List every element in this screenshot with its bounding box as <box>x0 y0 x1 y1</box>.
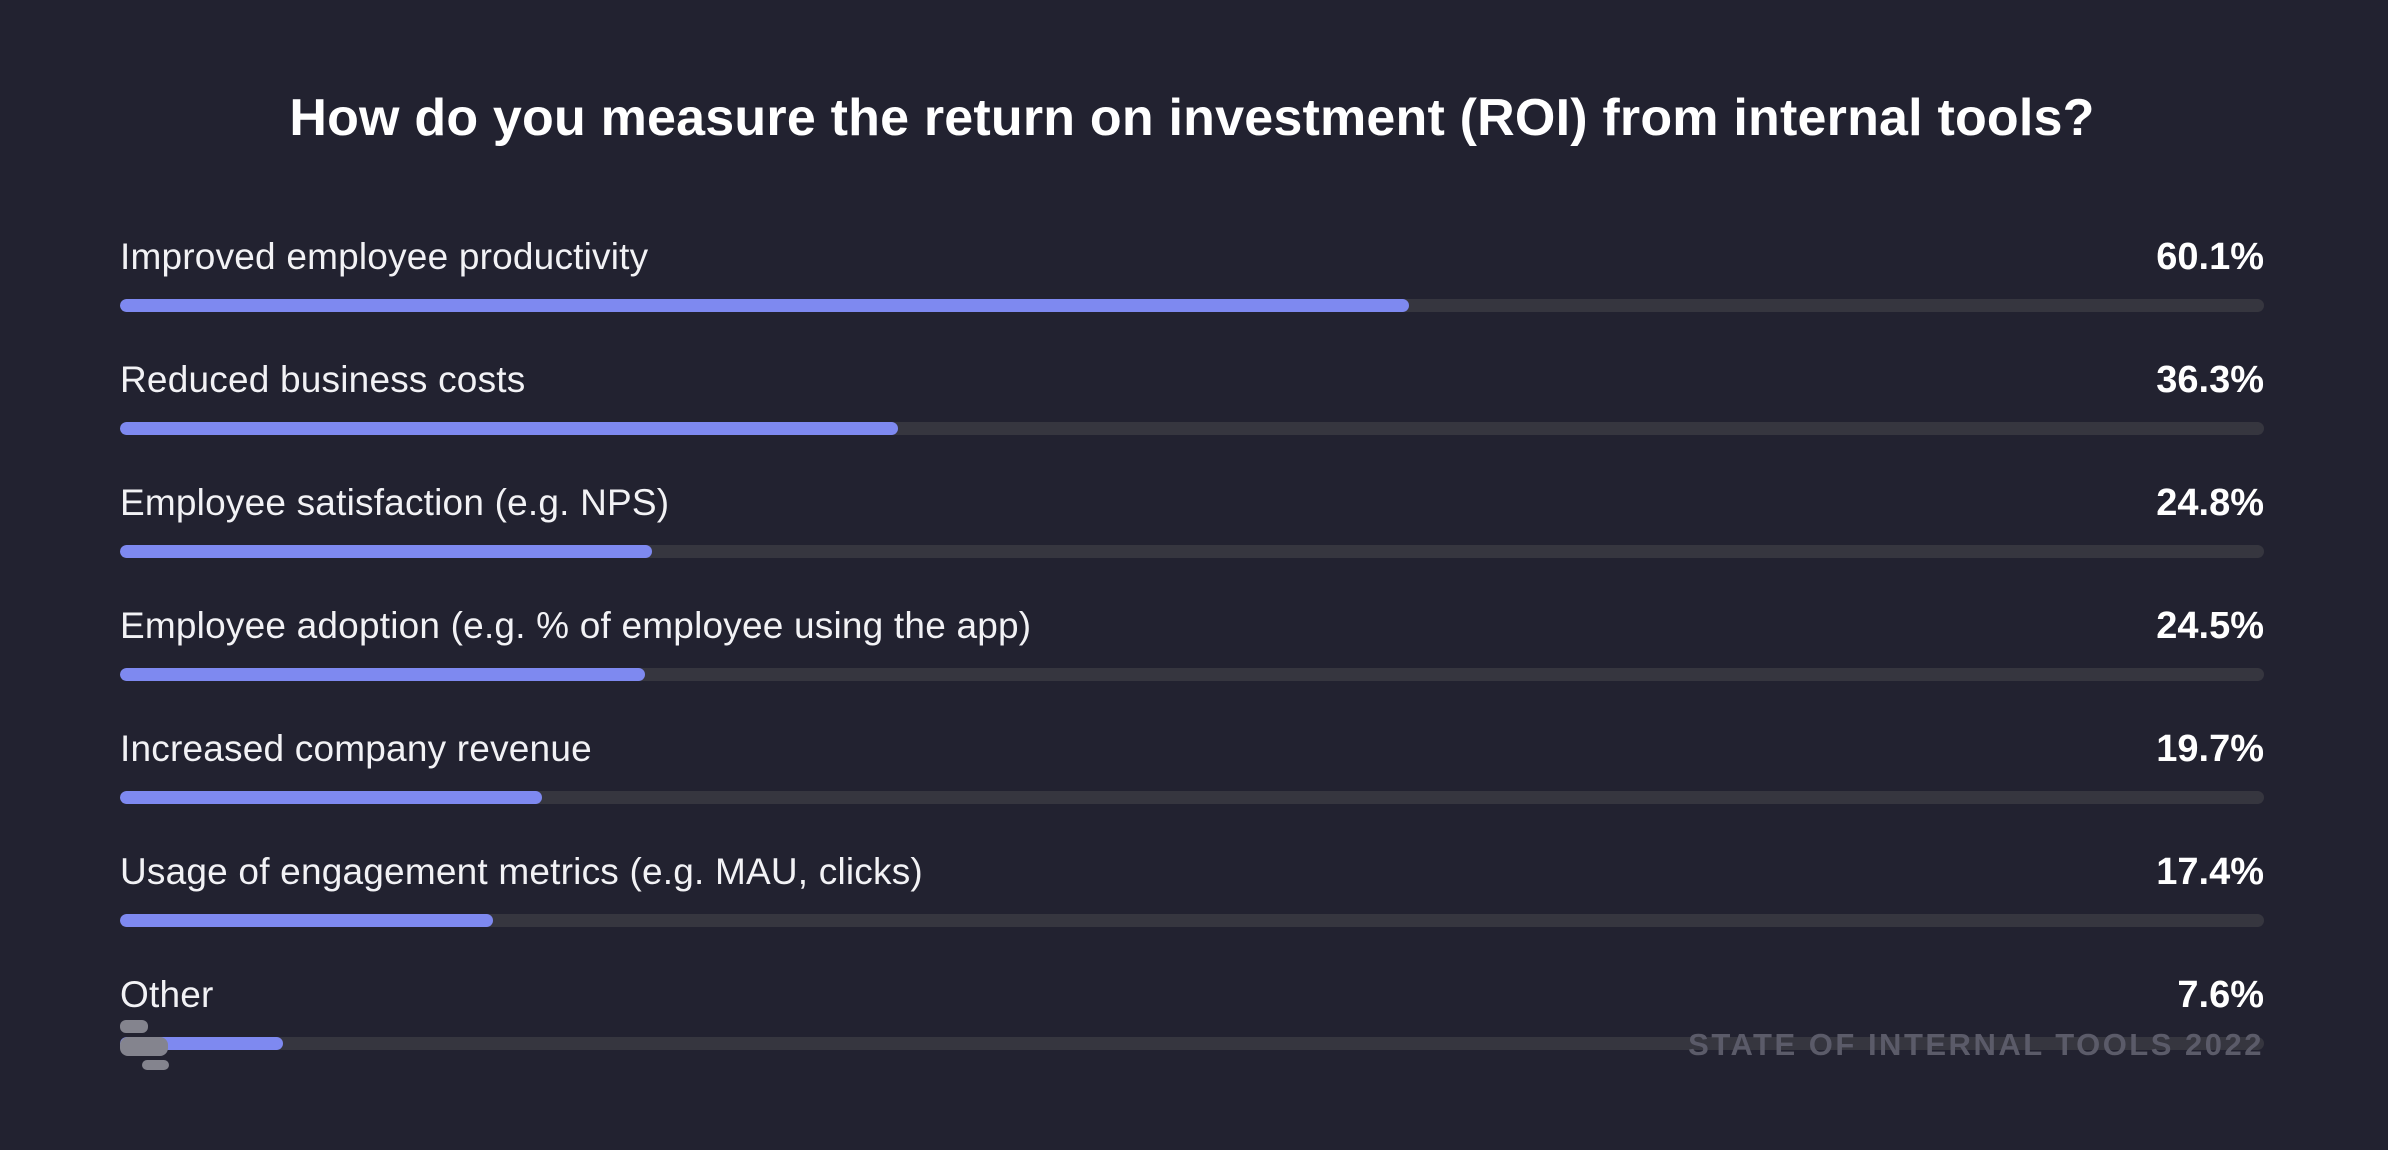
retool-logo-icon <box>120 1020 170 1070</box>
bar-value: 24.8% <box>2156 482 2264 524</box>
bar-track <box>120 422 2264 435</box>
bar-label: Usage of engagement metrics (e.g. MAU, c… <box>120 851 923 892</box>
bar-fill <box>120 299 1409 312</box>
logo-block-bottom <box>142 1060 169 1070</box>
bar-label: Improved employee productivity <box>120 236 649 277</box>
bar-row: Employee satisfaction (e.g. NPS) 24.8% <box>120 482 2264 558</box>
bar-chart: Improved employee productivity 60.1% Reduc… <box>120 236 2264 1050</box>
bar-label: Other <box>120 974 214 1015</box>
bar-row: Reduced business costs 36.3% <box>120 359 2264 435</box>
bar-row: Increased company revenue 19.7% <box>120 728 2264 804</box>
bar-track <box>120 668 2264 681</box>
bar-track <box>120 914 2264 927</box>
bar-track <box>120 545 2264 558</box>
bar-label: Reduced business costs <box>120 359 526 400</box>
bar-row: Usage of engagement metrics (e.g. MAU, c… <box>120 851 2264 927</box>
bar-row: Improved employee productivity 60.1% <box>120 236 2264 312</box>
bar-track <box>120 299 2264 312</box>
bar-label: Increased company revenue <box>120 728 592 769</box>
bar-fill <box>120 422 899 435</box>
bar-value: 24.5% <box>2156 605 2264 647</box>
bar-value: 36.3% <box>2156 359 2264 401</box>
bar-fill <box>120 545 652 558</box>
footer: STATE OF INTERNAL TOOLS 2022 <box>120 1020 2264 1070</box>
source-label: STATE OF INTERNAL TOOLS 2022 <box>1688 1027 2264 1062</box>
bar-track <box>120 791 2264 804</box>
bar-value: 60.1% <box>2156 236 2264 278</box>
bar-value: 17.4% <box>2156 851 2264 893</box>
logo-block-middle <box>120 1037 168 1056</box>
bar-label: Employee adoption (e.g. % of employee us… <box>120 605 1032 646</box>
bar-label: Employee satisfaction (e.g. NPS) <box>120 482 670 523</box>
bar-value: 7.6% <box>2177 974 2264 1016</box>
logo-block-top <box>120 1020 148 1033</box>
bar-fill <box>120 791 543 804</box>
bar-row: Employee adoption (e.g. % of employee us… <box>120 605 2264 681</box>
bar-fill <box>120 914 494 927</box>
bar-row: Other 7.6% <box>120 974 2264 1050</box>
bar-fill <box>120 668 646 681</box>
chart-title: How do you measure the return on investm… <box>289 89 2095 147</box>
bar-value: 19.7% <box>2156 728 2264 770</box>
